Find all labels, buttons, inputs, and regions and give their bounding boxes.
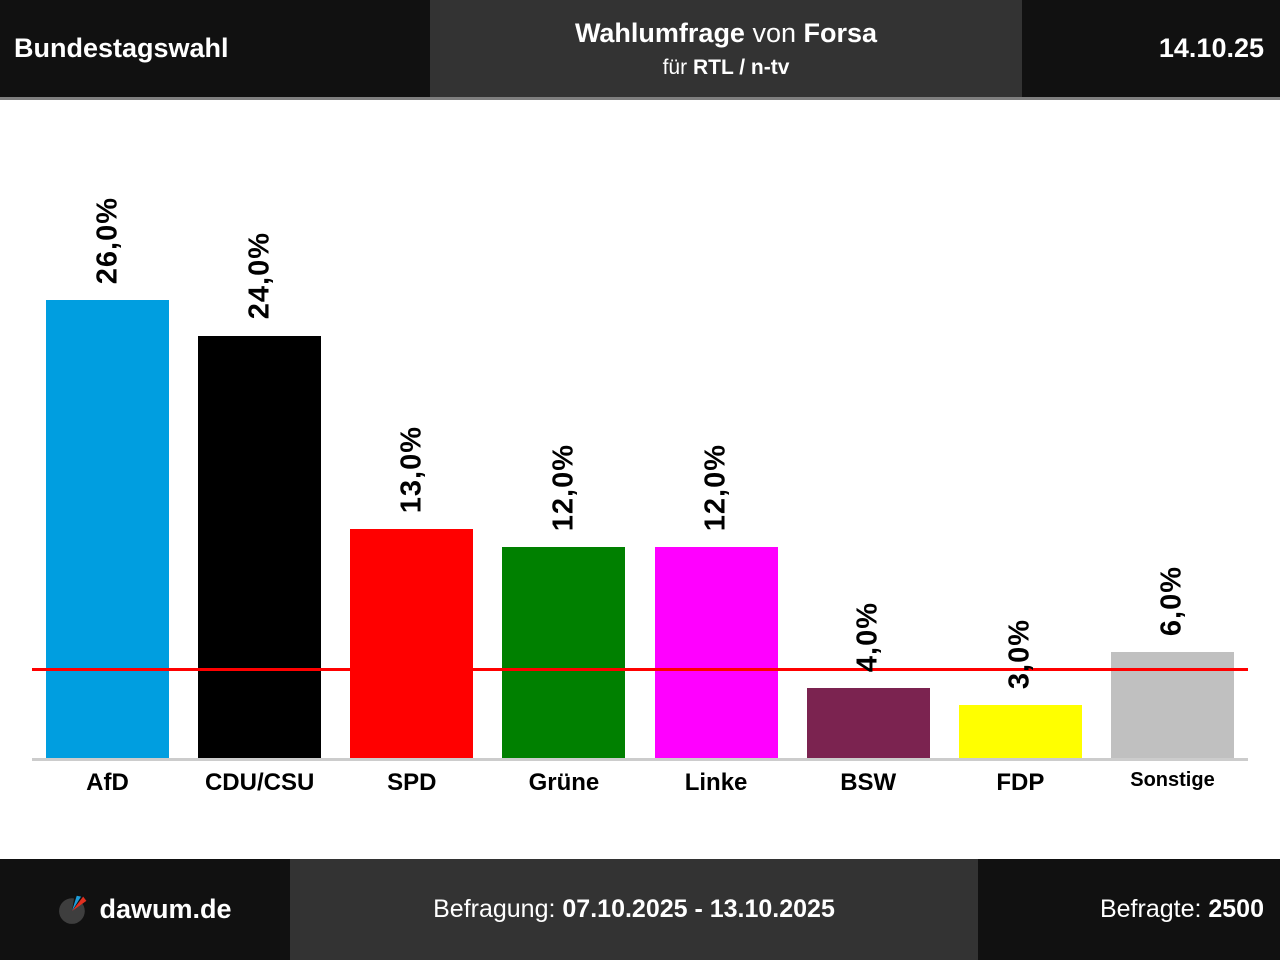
bar-fdp: [958, 705, 1082, 758]
bar-value-label: 4,0%: [851, 601, 884, 672]
poll-date: 14.10.25: [1158, 33, 1264, 63]
bars-row: 26,0% AfD 24,0% CDU/CSU 13,0% SPD 12,0% Grüne 12…: [46, 100, 1234, 796]
bar-group-sonstige: 6,0% Sonstige: [1110, 100, 1234, 791]
footer-respondents-section: Befragte: 2500: [978, 859, 1280, 960]
bar-gr-ne: [502, 546, 626, 758]
header-election-section: Bundestagswahl: [0, 0, 430, 97]
poll-subtitle: für RTL / n-tv: [663, 56, 790, 80]
bar-cdu-csu: [198, 335, 322, 758]
poll-title-von: von: [752, 17, 797, 48]
bar-value-label: 24,0%: [243, 232, 276, 320]
bar-bsw: [806, 687, 930, 758]
chart-area: 26,0% AfD 24,0% CDU/CSU 13,0% SPD 12,0% Grüne 12…: [0, 100, 1280, 859]
dawum-pie-chart-icon: [58, 894, 89, 925]
bar-value-label: 12,0%: [699, 443, 732, 531]
header-title-section: Wahlumfrage von Forsa für RTL / n-tv: [430, 0, 1022, 97]
bar-group-fdp: 3,0% FDP: [958, 100, 1082, 796]
bar-afd: [46, 300, 169, 758]
axis-label-spd: SPD: [387, 769, 437, 796]
bar-value-label: 6,0%: [1155, 566, 1188, 637]
bar-group-cdu-csu: 24,0% CDU/CSU: [198, 100, 322, 796]
bar-group-spd: 13,0% SPD: [350, 100, 474, 796]
poll-title-type: Wahlumfrage: [574, 17, 745, 48]
survey-period: 07.10.2025 - 13.10.2025: [562, 895, 835, 923]
election-title: Bundestagswahl: [14, 33, 229, 63]
bar-value-label: 13,0%: [395, 425, 428, 514]
axis-label-gr-ne: Grüne: [528, 769, 600, 796]
bar-group-linke: 12,0% Linke: [654, 100, 778, 796]
axis-label-sonstige: Sonstige: [1130, 769, 1215, 791]
poll-title-institute: Forsa: [803, 17, 878, 48]
bar-spd: [350, 529, 474, 758]
bar-value-label: 12,0%: [547, 443, 580, 531]
footer-bar: dawum.de Befragung: 07.10.2025 - 13.10.2…: [0, 859, 1280, 960]
respondents-label: Befragte:: [1099, 895, 1202, 923]
bar-value-label: 3,0%: [1003, 619, 1036, 690]
bar-group-afd: 26,0% AfD: [46, 100, 169, 796]
bar-group-bsw: 4,0% BSW: [806, 100, 930, 796]
poll-subtitle-fuer: für: [662, 55, 688, 79]
footer-survey-section: Befragung: 07.10.2025 - 13.10.2025: [290, 859, 978, 960]
bar-linke: [654, 546, 778, 758]
threshold-line: [32, 668, 1248, 671]
brand-name: dawum.de: [99, 894, 232, 924]
poll-title: Wahlumfrage von Forsa: [575, 18, 877, 49]
axis-label-fdp: FDP: [996, 769, 1045, 796]
axis-label-cdu-csu: CDU/CSU: [204, 769, 315, 796]
axis-label-afd: AfD: [86, 769, 129, 796]
x-axis-baseline: [32, 758, 1248, 761]
axis-label-bsw: BSW: [840, 769, 897, 796]
axis-label-linke: Linke: [684, 769, 748, 796]
header-date-section: 14.10.25: [1022, 0, 1280, 97]
bar-group-gr-ne: 12,0% Grüne: [502, 100, 626, 796]
header-bar: Bundestagswahl Wahlumfrage von Forsa für…: [0, 0, 1280, 100]
respondents-value: 2500: [1208, 895, 1264, 923]
bar-value-label: 26,0%: [91, 197, 123, 285]
poll-subtitle-client: RTL / n-tv: [692, 55, 790, 79]
survey-label: Befragung:: [433, 895, 556, 923]
footer-brand-section: dawum.de: [0, 859, 290, 960]
